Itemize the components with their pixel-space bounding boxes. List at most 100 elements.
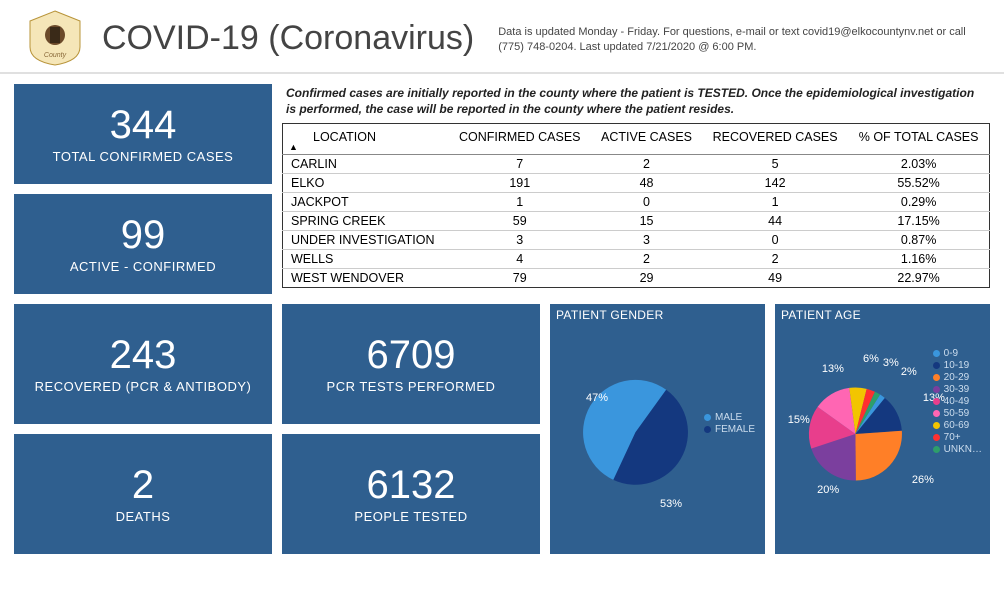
legend-label: UNKN… (944, 444, 982, 455)
table-row: CARLIN7252.03% (283, 155, 990, 174)
legend-item[interactable]: 50-59 (933, 408, 982, 419)
cell: 1 (702, 193, 848, 212)
grid: 344 TOTAL CONFIRMED CASES 99 ACTIVE - CO… (0, 74, 1004, 564)
cell: 2 (702, 250, 848, 269)
slice-pct-label: 13% (822, 363, 844, 375)
legend-item[interactable]: 40-49 (933, 396, 982, 407)
table-row: WELLS4221.16% (283, 250, 990, 269)
slice-pct-label: 3% (883, 357, 899, 369)
cell: WEST WENDOVER (283, 269, 449, 288)
stat-label: PCR TESTS PERFORMED (327, 379, 496, 394)
sort-asc-icon: ▲ (289, 142, 298, 152)
page-title: COVID-19 (Coronavirus) (102, 19, 474, 58)
cell: 17.15% (848, 212, 989, 231)
legend-label: 50-59 (944, 408, 970, 419)
legend-label: MALE (715, 412, 742, 423)
legend-label: 70+ (944, 432, 961, 443)
cell: 29 (591, 269, 702, 288)
legend-label: 20-29 (944, 372, 970, 383)
cell: 3 (448, 231, 591, 250)
column-header[interactable]: ▲LOCATION (283, 124, 449, 155)
cell: 79 (448, 269, 591, 288)
legend-item[interactable]: MALE (704, 412, 755, 423)
stat-value: 2 (132, 465, 154, 505)
dashboard: County COVID-19 (Coronavirus) Data is up… (0, 0, 1004, 591)
legend-label: 10-19 (944, 360, 970, 371)
column-header[interactable]: ACTIVE CASES (591, 124, 702, 155)
cell: 55.52% (848, 174, 989, 193)
card-people-tested: 6132 PEOPLE TESTED (282, 434, 540, 554)
table-row: JACKPOT1010.29% (283, 193, 990, 212)
stat-label: RECOVERED (PCR & ANTIBODY) (35, 379, 252, 394)
stat-value: 99 (121, 215, 166, 255)
slice-pct-label: 2% (901, 366, 917, 378)
legend-label: 60-69 (944, 420, 970, 431)
cell: WELLS (283, 250, 449, 269)
slice-pct-label: 47% (586, 392, 608, 404)
location-table-panel: Confirmed cases are initially reported i… (282, 84, 990, 294)
county-logo: County (20, 9, 90, 67)
legend-item[interactable]: UNKN… (933, 444, 982, 455)
legend-item[interactable]: 0-9 (933, 348, 982, 359)
stat-value: 6132 (367, 465, 456, 505)
cell: 1.16% (848, 250, 989, 269)
slice-pct-label: 20% (817, 484, 839, 496)
cell: 0 (702, 231, 848, 250)
header-label: % OF TOTAL CASES (859, 130, 979, 144)
stat-value: 344 (110, 105, 177, 145)
card-pcr-tests: 6709 PCR TESTS PERFORMED (282, 304, 540, 424)
cell: UNDER INVESTIGATION (283, 231, 449, 250)
cell: 5 (702, 155, 848, 174)
legend-label: 40-49 (944, 396, 970, 407)
chart-legend: MALEFEMALE (704, 412, 755, 436)
stat-value: 6709 (367, 335, 456, 375)
stat-label: TOTAL CONFIRMED CASES (53, 149, 234, 164)
cell: ELKO (283, 174, 449, 193)
cell: 59 (448, 212, 591, 231)
legend-item[interactable]: FEMALE (704, 424, 755, 435)
stat-value: 243 (110, 335, 177, 375)
legend-swatch-icon (933, 422, 940, 429)
cell: 3 (591, 231, 702, 250)
cell: 0 (591, 193, 702, 212)
column-header[interactable]: CONFIRMED CASES (448, 124, 591, 155)
card-recovered: 243 RECOVERED (PCR & ANTIBODY) (14, 304, 272, 424)
slice-pct-label: 15% (788, 414, 810, 426)
pie-slice[interactable] (855, 431, 902, 481)
slice-pct-label: 26% (912, 474, 934, 486)
cell: 2.03% (848, 155, 989, 174)
cell: 2 (591, 250, 702, 269)
legend-label: 0-9 (944, 348, 958, 359)
legend-swatch-icon (704, 414, 711, 421)
age-chart: PATIENT AGE 2%13%26%20%15%13%6%3%0-910-1… (775, 304, 990, 554)
legend-item[interactable]: 70+ (933, 432, 982, 443)
header: County COVID-19 (Coronavirus) Data is up… (0, 0, 1004, 74)
table-row: ELKO1914814255.52% (283, 174, 990, 193)
table-row: WEST WENDOVER79294922.97% (283, 269, 990, 288)
cell: 142 (702, 174, 848, 193)
gender-chart: PATIENT GENDER 53%47%MALEFEMALE (550, 304, 765, 554)
header-label: ACTIVE CASES (601, 130, 692, 144)
legend-swatch-icon (933, 362, 940, 369)
cell: CARLIN (283, 155, 449, 174)
cell: 15 (591, 212, 702, 231)
svg-text:County: County (44, 52, 67, 59)
legend-swatch-icon (704, 426, 711, 433)
legend-item[interactable]: 30-39 (933, 384, 982, 395)
legend-label: FEMALE (715, 424, 755, 435)
cell: JACKPOT (283, 193, 449, 212)
column-header[interactable]: RECOVERED CASES (702, 124, 848, 155)
legend-item[interactable]: 60-69 (933, 420, 982, 431)
card-active: 99 ACTIVE - CONFIRMED (14, 194, 272, 294)
column-header[interactable]: % OF TOTAL CASES (848, 124, 989, 155)
legend-item[interactable]: 20-29 (933, 372, 982, 383)
legend-item[interactable]: 10-19 (933, 360, 982, 371)
table-row: UNDER INVESTIGATION3300.87% (283, 231, 990, 250)
cell: SPRING CREEK (283, 212, 449, 231)
slice-pct-label: 6% (863, 353, 879, 365)
cell: 1 (448, 193, 591, 212)
cell: 7 (448, 155, 591, 174)
cell: 22.97% (848, 269, 989, 288)
legend-swatch-icon (933, 434, 940, 441)
cell: 44 (702, 212, 848, 231)
